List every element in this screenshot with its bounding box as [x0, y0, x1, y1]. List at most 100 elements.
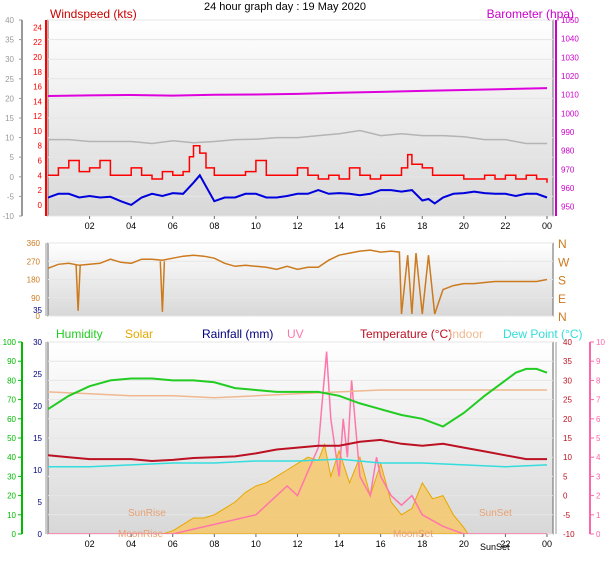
left-tick-label: 15 — [5, 114, 14, 123]
legend-temperature: Temperature (°C) — [360, 327, 452, 341]
direction-tick-label: 90 — [31, 294, 40, 303]
legend-rainfall: Rainfall (mm) — [202, 327, 273, 341]
x-tick-label: 14 — [334, 539, 344, 549]
uv-line — [48, 351, 547, 534]
direction-spike — [159, 261, 166, 312]
direction-gridlines — [48, 242, 553, 317]
wind-average-line — [48, 173, 548, 207]
environment-series — [48, 351, 548, 534]
humidity-tick-label: 90 — [7, 357, 16, 366]
temperature-tick-label: 30 — [563, 376, 572, 385]
direction-tick-label: 270 — [27, 257, 41, 266]
windspeed-tick-label: 20 — [33, 53, 42, 62]
wind-series — [48, 87, 548, 207]
sunset-axis-label: SunSet — [480, 542, 510, 552]
uv-tick-label: 0 — [596, 530, 601, 539]
barometer-line — [48, 87, 548, 97]
x-tick-label: 22 — [500, 221, 510, 231]
left-tick-label: -5 — [7, 192, 15, 201]
sunset-label: SunSet — [479, 508, 512, 519]
windspeed-tick-label: 14 — [33, 97, 42, 106]
rainfall-tick-label: 0 — [38, 530, 43, 539]
x-tick-label: 06 — [168, 539, 178, 549]
environment-x-ticks: 02 04 06 08 10 12 14 16 18 20 22 00 SunSet — [85, 534, 552, 552]
windspeed-tick-label: 8 — [38, 142, 43, 151]
windspeed-tick-label: 0 — [38, 201, 43, 210]
barometer-tick-label: 1000 — [561, 109, 579, 118]
direction-spike — [75, 265, 81, 311]
x-tick-label: 08 — [209, 221, 219, 231]
uv-tick-label: 10 — [596, 338, 605, 347]
x-tick-label: 18 — [417, 221, 427, 231]
humidity-tick-label: 10 — [7, 511, 16, 520]
uv-tick-label: 4 — [596, 453, 601, 462]
uv-tick-label: 2 — [596, 492, 601, 501]
x-tick-label: 00 — [542, 221, 552, 231]
humidity-tick-label: 0 — [12, 530, 17, 539]
x-tick-label: 20 — [459, 221, 469, 231]
temperature-tick-label: 5 — [563, 472, 568, 481]
humidity-tick-label: 80 — [7, 376, 16, 385]
wind-gust-line — [48, 144, 548, 183]
humidity-line — [48, 367, 548, 428]
windspeed-tick-label: 6 — [38, 157, 43, 166]
barometer-tick-label: 960 — [561, 184, 575, 193]
x-tick-label: 18 — [417, 539, 427, 549]
x-tick-label: 14 — [334, 221, 344, 231]
x-tick-label: 04 — [126, 539, 136, 549]
x-tick-label: 10 — [251, 221, 261, 231]
humidity-tick-label: 60 — [7, 415, 16, 424]
x-tick-label: 08 — [209, 539, 219, 549]
environment-legend: Humidity Solar Rainfall (mm) UV Temperat… — [56, 327, 582, 341]
humidity-tick-label: 50 — [7, 434, 16, 443]
rainfall-tick-label: 5 — [38, 498, 43, 507]
barometer-tick-label: 1020 — [561, 72, 579, 81]
left-tick-label: 30 — [5, 55, 14, 64]
legend-dew-point: Dew Point (°C) — [503, 327, 582, 341]
uv-tick-label: 7 — [596, 396, 601, 405]
compass-label: N — [558, 310, 567, 324]
solar-area — [48, 442, 547, 534]
barometer-tick-label: 950 — [561, 203, 575, 212]
x-tick-label: 02 — [85, 221, 95, 231]
x-tick-label: 00 — [542, 539, 552, 549]
sun-moon-labels: SunRise MoonRise SunSet MoonSet — [118, 508, 512, 540]
direction-tick-label: 180 — [27, 276, 41, 285]
x-tick-label: 16 — [376, 539, 386, 549]
environment-panel: 1009080706050403020100353025201510504035… — [3, 306, 606, 552]
temperature-tick-label: 40 — [563, 338, 572, 347]
temperature-tick-label: 20 — [563, 415, 572, 424]
rainfall-tick-label: 10 — [33, 466, 42, 475]
windspeed-tick-label: 10 — [33, 127, 42, 136]
windspeed-tick-label: 24 — [33, 23, 42, 32]
direction-series — [48, 249, 548, 315]
direction-line — [48, 249, 548, 315]
wind-tick-labels: 4035302520151050-5-102422201816141210864… — [2, 16, 579, 221]
left-tick-label: 40 — [5, 16, 14, 25]
barometer-tick-label: 1040 — [561, 35, 579, 44]
legend-solar: Solar — [125, 327, 153, 341]
windspeed-tick-label: 12 — [33, 112, 42, 121]
x-tick-label: 04 — [126, 221, 136, 231]
compass-label: N — [558, 237, 567, 251]
rainfall-tick-label: 20 — [33, 402, 42, 411]
temperature-tick-label: 35 — [563, 357, 572, 366]
barometer-tick-label: 980 — [561, 147, 575, 156]
temperature-tick-label: 15 — [563, 434, 572, 443]
wind-x-ticks: 02 04 06 08 10 12 14 16 18 20 22 00 — [85, 216, 552, 231]
sunrise-label: SunRise — [128, 508, 166, 519]
legend-uv: UV — [287, 327, 304, 341]
moonrise-label: MoonRise — [118, 529, 163, 540]
legend-humidity: Humidity — [56, 327, 103, 341]
moonset-label: MoonSet — [393, 529, 433, 540]
uv-tick-label: 1 — [596, 511, 601, 520]
environment-tick-labels: 1009080706050403020100353025201510504035… — [3, 306, 606, 539]
left-tick-label: 20 — [5, 94, 14, 103]
x-tick-label: 20 — [459, 539, 469, 549]
x-tick-label: 22 — [500, 539, 510, 549]
rainfall-tick-label: 25 — [33, 370, 42, 379]
barometer-title: Barometer (hpa) — [487, 7, 574, 21]
wind-barometer-panel: 4035302520151050-5-102422201816141210864… — [2, 7, 579, 231]
x-tick-label: 16 — [376, 221, 386, 231]
windspeed-tick-label: 16 — [33, 83, 42, 92]
